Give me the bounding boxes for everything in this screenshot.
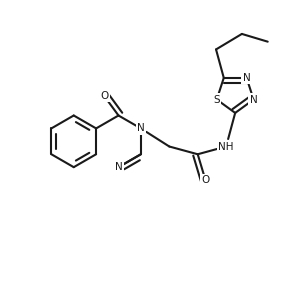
Text: O: O <box>201 175 210 185</box>
Text: N: N <box>115 162 122 172</box>
Text: N: N <box>137 123 145 133</box>
Text: NH: NH <box>218 142 234 151</box>
Text: N: N <box>243 73 251 83</box>
Text: N: N <box>250 95 257 105</box>
Text: O: O <box>100 91 108 101</box>
Text: S: S <box>214 95 220 105</box>
